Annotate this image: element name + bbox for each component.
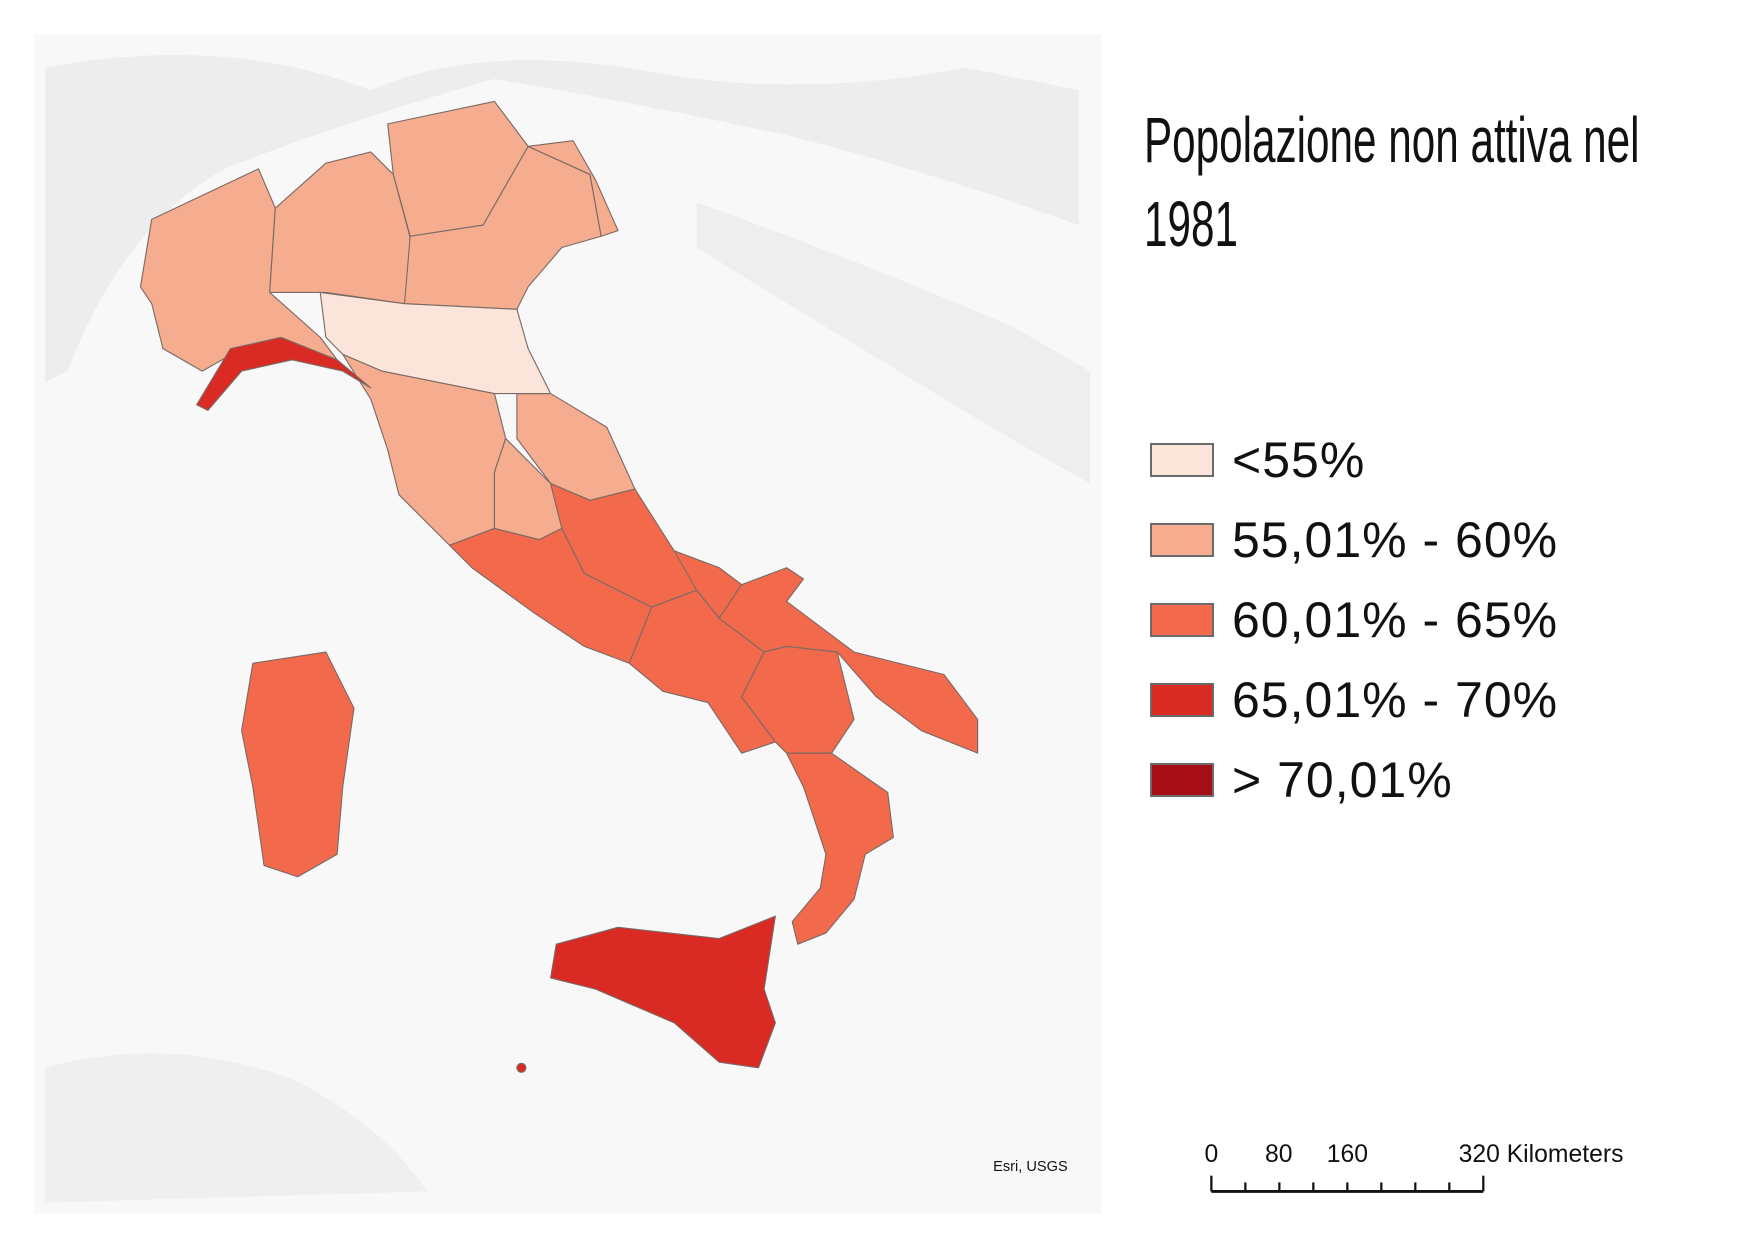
legend-item: 60,01% - 65%	[1150, 580, 1558, 660]
legend-swatch	[1150, 523, 1214, 557]
scale-label: 160	[1327, 1141, 1368, 1168]
legend-label: 65,01% - 70%	[1232, 672, 1559, 728]
legend-item: > 70,01%	[1150, 740, 1558, 820]
scale-bar: 0 80 160 320 Kilometers	[1204, 1141, 1624, 1193]
region	[319, 291, 552, 395]
attribution: Esri, USGS	[993, 1159, 1068, 1175]
region	[527, 140, 619, 237]
region	[241, 651, 355, 878]
region	[516, 1062, 527, 1073]
hillshade	[44, 1053, 428, 1203]
legend-swatch	[1150, 683, 1214, 717]
legend-swatch	[1150, 603, 1214, 637]
hillshade	[696, 202, 1091, 484]
legend-swatch	[1150, 763, 1214, 797]
scale-label: 0	[1204, 1141, 1218, 1168]
hillshade	[44, 55, 1079, 383]
scale-label: 320 Kilometers	[1459, 1141, 1624, 1168]
legend-item: <55%	[1150, 420, 1558, 500]
region	[196, 336, 372, 411]
region	[550, 915, 776, 1069]
legend-swatch	[1150, 443, 1214, 477]
legend-item: 55,01% - 60%	[1150, 500, 1558, 580]
legend-label: 55,01% - 60%	[1232, 512, 1559, 568]
title: Popolazione non attiva nel 1981	[1144, 104, 1640, 260]
scale-label: 80	[1265, 1141, 1292, 1168]
legend-label: > 70,01%	[1232, 752, 1453, 808]
legend-label: <55%	[1232, 432, 1366, 488]
legend-label: 60,01% - 65%	[1232, 592, 1559, 648]
region	[786, 752, 894, 945]
legend-item: 65,01% - 70%	[1150, 660, 1558, 740]
legend: <55% 55,01% - 60% 60,01% - 65% 65,01% - 70%…	[1150, 420, 1558, 820]
